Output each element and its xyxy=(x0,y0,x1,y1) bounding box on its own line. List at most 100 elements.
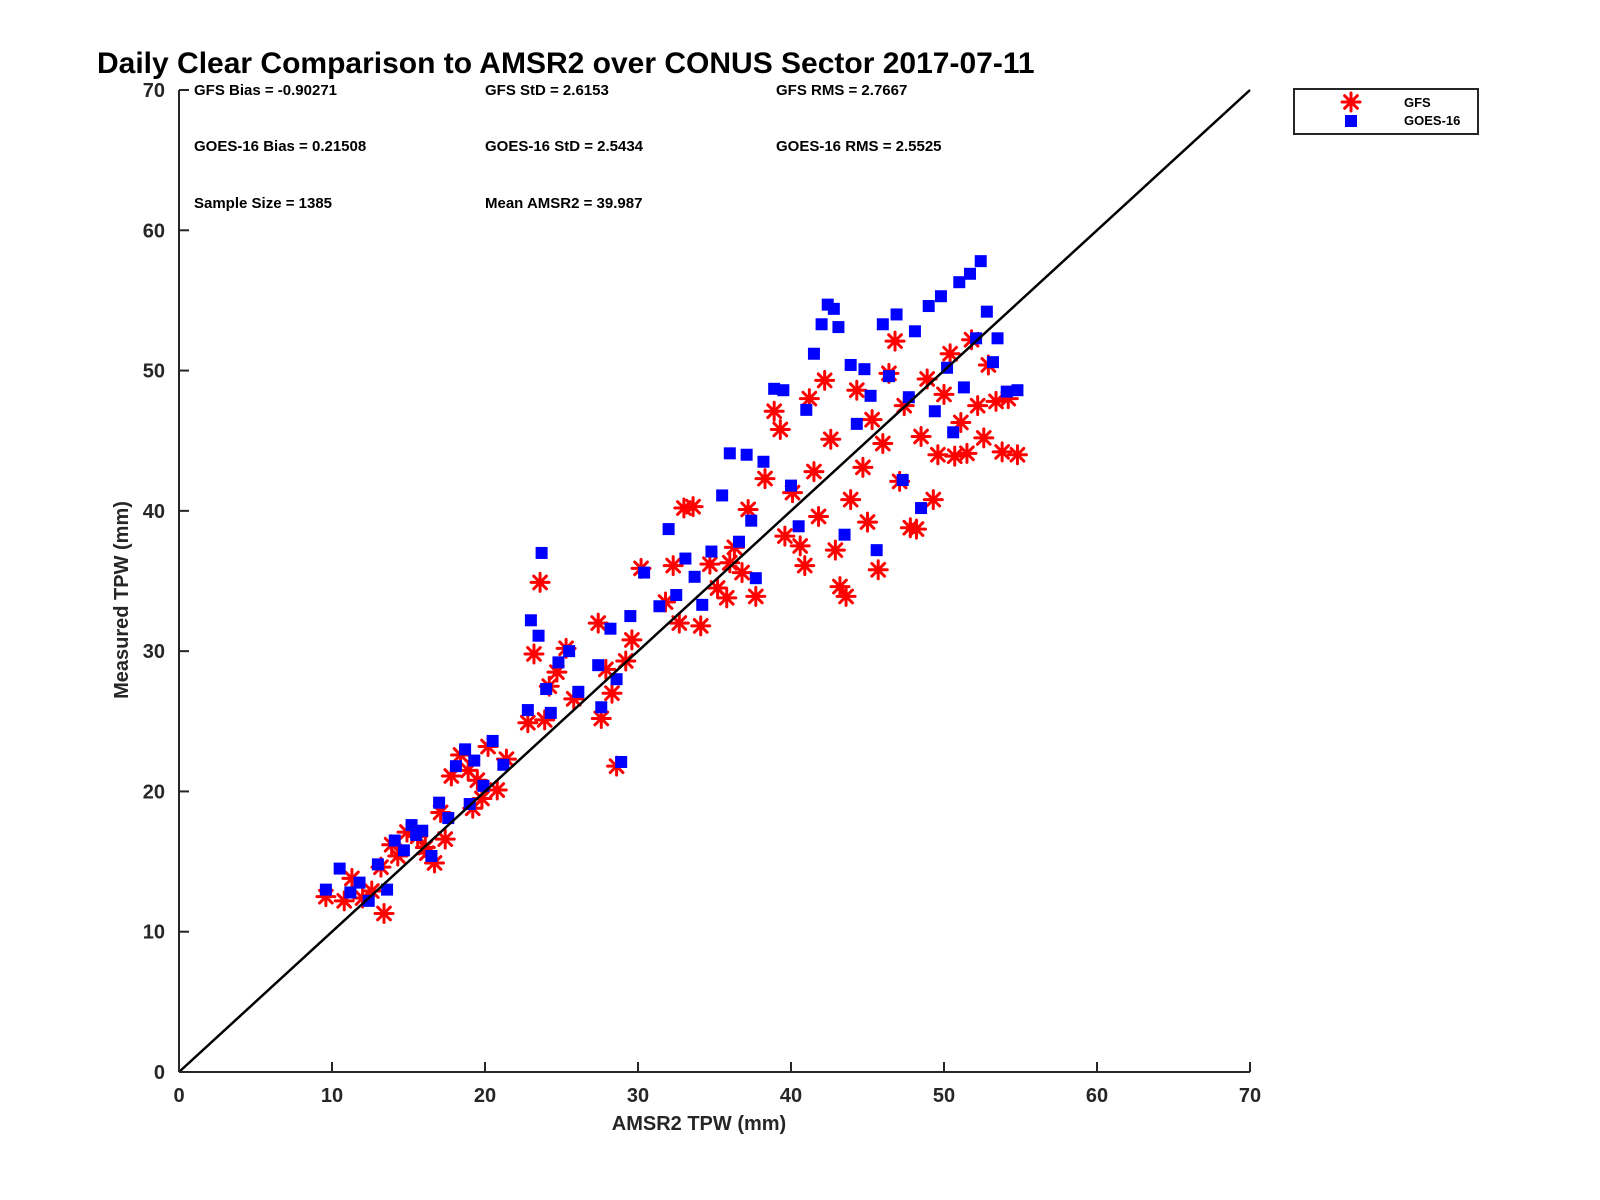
gfs-point xyxy=(973,427,995,449)
goes16-point xyxy=(991,332,1004,345)
gfs-point xyxy=(529,571,551,593)
gfs-point xyxy=(794,555,816,577)
gfs-point xyxy=(662,555,684,577)
gfs-point xyxy=(486,779,508,801)
goes16-point xyxy=(410,828,423,841)
gfs-point xyxy=(668,612,690,634)
goes16-point xyxy=(964,267,977,280)
goes16-point xyxy=(705,545,718,558)
gfs-point xyxy=(808,505,830,527)
goes16-point xyxy=(1000,385,1013,398)
goes16-point xyxy=(890,308,903,321)
goes16-point xyxy=(980,305,993,318)
goes16-point xyxy=(915,502,928,515)
stat-gfs-bias: GFS Bias = -0.90271 xyxy=(194,82,337,99)
goes16-point xyxy=(777,384,790,397)
goes16-point xyxy=(800,403,813,416)
stat-goes-bias: GOES-16 Bias = 0.21508 xyxy=(194,138,366,155)
stat-gfs-std: GFS StD = 2.6153 xyxy=(485,82,609,99)
goes16-point xyxy=(524,614,537,627)
goes16-point xyxy=(333,862,346,875)
stat-mean-amsr2: Mean AMSR2 = 39.987 xyxy=(485,195,642,212)
goes16-point xyxy=(827,302,840,315)
goes16-point xyxy=(922,300,935,313)
y-tick-label: 70 xyxy=(143,80,165,102)
gfs-point xyxy=(939,343,961,365)
goes16-point xyxy=(459,743,472,756)
goes16-point xyxy=(572,685,585,698)
goes16-point xyxy=(792,520,805,533)
goes16-point xyxy=(592,659,605,672)
gfs-point xyxy=(763,400,785,422)
gfs-point xyxy=(852,456,874,478)
goes16-point xyxy=(624,610,637,623)
gfs-point xyxy=(861,409,883,431)
goes16-point xyxy=(362,894,375,907)
legend-gfs-label: GFS xyxy=(1404,95,1431,110)
gfs-point xyxy=(333,890,355,912)
goes16-point xyxy=(716,489,729,502)
goes16-point xyxy=(785,479,797,492)
gfs-point xyxy=(737,498,759,520)
gfs-point xyxy=(699,553,721,575)
goes16-point xyxy=(544,706,557,719)
x-tick-label: 0 xyxy=(173,1085,184,1107)
goes16-point xyxy=(532,629,545,642)
goes16-point xyxy=(449,760,462,773)
gfs-point xyxy=(774,525,796,547)
legend-gfs-marker xyxy=(1340,91,1362,113)
gfs-point xyxy=(1006,444,1028,466)
goes16-point xyxy=(844,358,857,371)
goes16-point xyxy=(953,276,966,289)
gfs-point xyxy=(731,562,753,584)
gfs-point xyxy=(872,433,894,455)
goes16-point xyxy=(371,858,384,871)
goes16-point xyxy=(381,883,394,896)
gfs-point xyxy=(745,585,767,607)
one-to-one-reference-line xyxy=(178,89,1251,1073)
gfs-point xyxy=(905,518,927,540)
gfs-point xyxy=(846,379,868,401)
goes16-point xyxy=(757,455,770,468)
gfs-point xyxy=(523,643,545,665)
goes16-point xyxy=(745,514,758,527)
chart-title: Daily Clear Comparison to AMSR2 over CON… xyxy=(97,47,1035,80)
stat-gfs-rms: GFS RMS = 2.7667 xyxy=(776,82,907,99)
y-tick-label: 40 xyxy=(143,501,165,523)
gfs-point xyxy=(820,428,842,450)
goes16-point xyxy=(604,622,617,635)
gfs-point xyxy=(789,535,811,557)
gfs-point xyxy=(944,445,966,467)
statistics-block: GFS Bias = -0.90271 GFS StD = 2.6153 GFS… xyxy=(194,82,942,212)
goes16-point xyxy=(947,426,960,439)
gfs-point xyxy=(835,585,857,607)
goes16-point xyxy=(864,389,877,402)
gfs-point xyxy=(517,712,539,734)
legend-box xyxy=(1293,88,1479,135)
gfs-point xyxy=(719,552,741,574)
x-axis-ticks: 0 10 20 30 40 50 60 70 xyxy=(173,1062,1261,1107)
goes16-point xyxy=(986,356,999,369)
gfs-point xyxy=(857,511,878,533)
gfs-point xyxy=(910,426,932,448)
gfs-point xyxy=(798,388,820,410)
gfs-point xyxy=(927,444,949,466)
goes16-point xyxy=(723,447,736,460)
gfs-point xyxy=(803,461,825,483)
goes16-point xyxy=(970,332,983,345)
legend-gfs-asterisk xyxy=(1340,91,1362,113)
goes16-point xyxy=(838,528,851,541)
goes16-point xyxy=(425,849,438,862)
gfs-point xyxy=(956,442,978,464)
goes16-point xyxy=(807,347,820,360)
gfs-point xyxy=(601,682,623,704)
y-axis-label: Measured TPW (mm) xyxy=(111,501,133,699)
y-axis-ticks: 0 10 20 30 40 50 60 70 xyxy=(143,80,189,1084)
gfs-point xyxy=(884,330,906,352)
goes16-point xyxy=(610,673,623,686)
gfs-point xyxy=(587,612,609,634)
gfs-point xyxy=(716,587,738,609)
x-axis-label: AMSR2 TPW (mm) xyxy=(612,1113,786,1135)
goes16-point xyxy=(552,656,565,669)
legend-goes16-label: GOES-16 xyxy=(1404,113,1460,128)
